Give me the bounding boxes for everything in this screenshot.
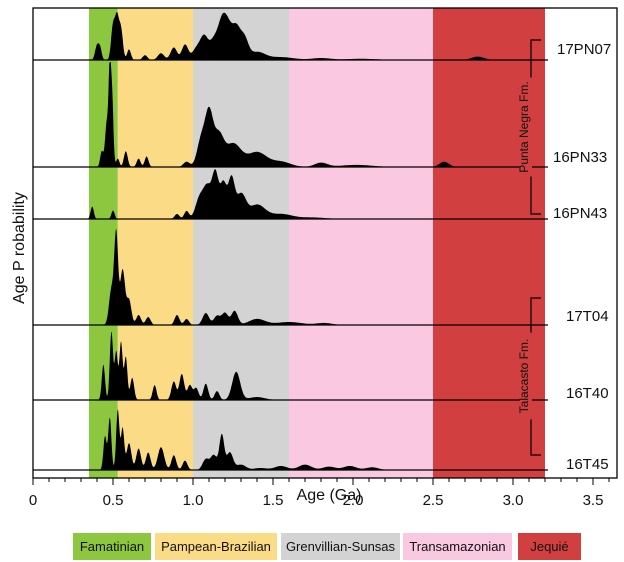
bracket-label-bg [520,77,532,177]
age-band-famatinian [89,8,118,478]
x-tick-label: 3.0 [503,492,524,509]
formation-label-punta-negra-fm-: Punta Negra Fm. [517,81,531,172]
age-band-transamazonian [289,8,433,478]
plot-frame [32,7,618,479]
x-axis-label: Age (Ga) [297,487,362,504]
x-tick-label: 3.5 [583,492,604,509]
formation-label-talacasto-fm-: Talacasto Fm. [517,339,531,414]
sample-label-16T45: 16T45 [566,456,609,473]
x-axis: 0 0.5 1.0 1.5 2.0 2.5 3.0 3.5 [29,478,610,509]
age-band-grenvillian-sunsas [193,8,289,478]
bracket-label-bg [520,332,532,420]
curve-16T45 [81,409,513,470]
probability-curves [81,12,513,470]
sample-label-16PN43: 16PN43 [553,205,607,222]
sample-labels: 17PN07 16PN33 16PN43 17T04 16T40 16T45 [553,41,611,473]
curve-16T40 [81,331,513,400]
legend-item-transamazonian: Transamazonian [403,533,512,560]
sample-label-16PN33: 16PN33 [553,149,607,166]
age-bands [89,8,545,478]
legend-item-grenvillian-sunsas: Grenvillian-Sunsas [281,533,400,560]
curve-17PN07 [81,12,513,60]
plot-border [32,7,618,479]
x-tick-label: 1.5 [263,492,284,509]
sample-label-17PN07: 17PN07 [557,41,611,58]
x-tick-label: 0 [29,492,37,509]
age-band-pampean-brazilian [117,8,193,478]
legend-item-jequi-: Jequié [518,533,581,560]
sample-label-17T04: 17T04 [566,308,609,325]
x-tick-label: 2.0 [343,492,364,509]
y-axis-label: Age P robability [11,192,28,304]
curve-17T04 [81,228,513,325]
legend-item-famatinian: Famatinian [73,533,151,560]
sample-label-16T40: 16T40 [566,385,609,402]
legend-item-pampean-brazilian: Pampean-Brazilian [155,533,277,560]
x-tick-label: 2.5 [423,492,444,509]
x-tick-label: 0.5 [103,492,124,509]
curve-16PN33 [81,62,513,167]
x-tick-label: 1.0 [183,492,204,509]
detrital-zircon-age-probability-chart: 0 0.5 1.0 1.5 2.0 2.5 3.0 3.5 17PN07 16PN33 16PN4… [11,7,618,509]
formation-brackets: Punta Negra Fm. Talacasto Fm. [517,39,541,456]
